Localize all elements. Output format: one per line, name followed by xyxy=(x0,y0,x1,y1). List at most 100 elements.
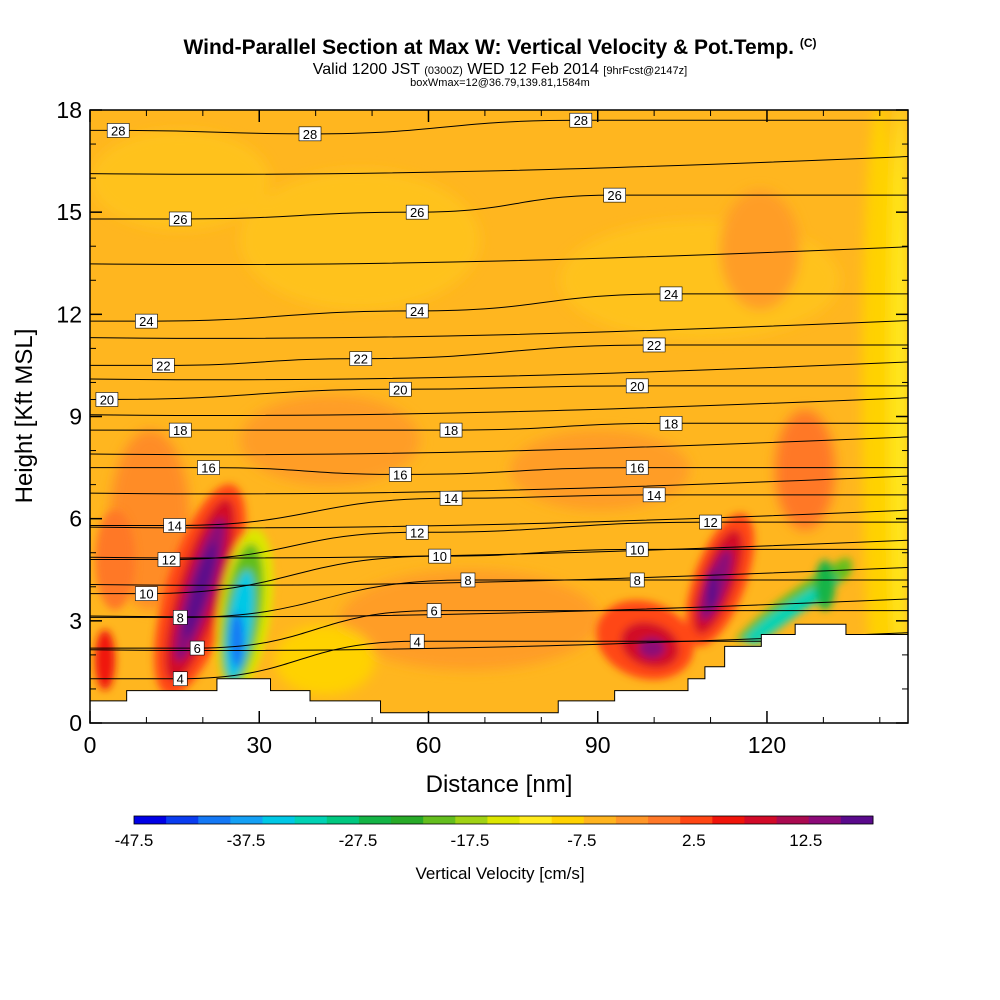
colorbar-swatch xyxy=(230,816,264,824)
contour-label: 12 xyxy=(703,515,717,530)
colorbar-swatch xyxy=(294,816,328,824)
colorbar-label: Vertical Velocity [cm/s] xyxy=(415,864,585,883)
contour-label: 16 xyxy=(201,461,215,476)
y-tick-label: 18 xyxy=(56,97,82,123)
contour-label: 16 xyxy=(393,467,407,482)
contour-label: 28 xyxy=(111,123,125,138)
theta-contour-minor xyxy=(90,246,908,266)
contour-label: 22 xyxy=(647,338,661,353)
contour-label: 14 xyxy=(647,488,661,503)
contour-label-box xyxy=(135,586,158,601)
contour-label: 4 xyxy=(414,634,421,649)
contour-label-box xyxy=(699,514,722,530)
contour-label: 6 xyxy=(431,604,438,619)
y-axis-label: Height [Kft MSL] xyxy=(11,329,38,504)
contour-label: 14 xyxy=(444,491,458,506)
y-tick-label: 12 xyxy=(56,301,82,327)
axes: 0 30 60 90 120 0 3 6 9 12 15 18 xyxy=(56,97,909,758)
contour-label: 12 xyxy=(162,553,176,568)
contour-label-box xyxy=(298,126,322,142)
colorbar-tick-label: -37.5 xyxy=(227,831,266,850)
contour-label-box xyxy=(629,572,645,588)
contour-label: 8 xyxy=(177,610,184,625)
x-tick-label: 60 xyxy=(416,732,442,758)
x-tick-label: 30 xyxy=(246,732,272,758)
contour-label: 22 xyxy=(156,358,170,373)
x-tick-label: 90 xyxy=(585,732,611,758)
contour-label: 4 xyxy=(177,672,184,687)
chart-title: Wind-Parallel Section at Max W: Vertical… xyxy=(0,36,1000,60)
contour-label-box xyxy=(428,548,452,564)
terrain-outline xyxy=(90,623,908,714)
theta-contour-16 xyxy=(90,467,908,475)
contour-label-box xyxy=(405,524,429,540)
contour-labels: 28 28 28 26 26 26 24 24 24 22 22 22 20 20 20 18 18 18 16 16… xyxy=(95,112,722,687)
contour-label-box xyxy=(439,490,463,506)
contour-label: 20 xyxy=(630,379,644,394)
y-tick-label: 9 xyxy=(69,404,82,430)
contour-label-box xyxy=(163,518,186,533)
theta-contour-4 xyxy=(90,640,908,680)
contour-label: 12 xyxy=(410,525,424,540)
colorbar-swatch xyxy=(134,816,167,824)
colorbar-swatch xyxy=(583,816,617,824)
contour-label-box xyxy=(426,603,442,618)
contour-label: 18 xyxy=(664,416,678,431)
colorbar-tick-label: -7.5 xyxy=(567,831,596,850)
y-tick-label: 6 xyxy=(69,506,82,532)
colorbar-swatch xyxy=(648,816,681,824)
chart-subtitle: Valid 1200 JST (0300Z) WED 12 Feb 2014 [… xyxy=(0,61,1000,79)
colorbar-swatch xyxy=(808,816,842,824)
potential-temperature-contours xyxy=(90,119,908,680)
contour-label-box xyxy=(659,286,683,302)
contour-label-box xyxy=(349,351,373,366)
colorbar-swatch xyxy=(551,816,585,824)
colorbar-swatch xyxy=(712,816,745,824)
contour-label-box xyxy=(659,416,683,431)
contour-label-box xyxy=(625,542,649,557)
colorbar-swatch xyxy=(358,816,392,824)
colorbar-swatch xyxy=(391,816,424,824)
contour-label: 18 xyxy=(173,423,187,438)
colorbar-swatch xyxy=(615,816,649,824)
contour-label-box xyxy=(625,378,649,394)
vertical-velocity-field xyxy=(90,110,908,723)
chart-title-text: Wind-Parallel Section at Max W: Vertical… xyxy=(183,36,794,59)
contour-label-box xyxy=(603,187,626,203)
contour-label-box xyxy=(388,381,412,397)
contour-label-box xyxy=(439,422,463,438)
colorbar-swatch xyxy=(776,816,810,824)
copyright-mark: (C) xyxy=(799,36,817,50)
contour-label: 26 xyxy=(173,212,187,227)
contour-label-box xyxy=(569,112,593,128)
contour-label: 10 xyxy=(433,549,447,564)
x-axis-label: Distance [nm] xyxy=(426,771,573,798)
theta-contour-minor xyxy=(90,566,908,586)
contour-label-box xyxy=(135,313,158,329)
colorbar: -47.5 -37.5 -27.5 -17.5 -7.5 2.5 12.5 xyxy=(115,815,874,850)
contour-label-box xyxy=(405,204,429,220)
theta-contour-minor xyxy=(90,539,908,559)
colorbar-swatch xyxy=(455,816,488,824)
colorbar-swatch xyxy=(262,816,296,824)
contour-label: 10 xyxy=(139,587,153,602)
theta-contour-minor xyxy=(90,320,908,339)
theta-contour-minor xyxy=(90,598,908,618)
theta-contour-minor xyxy=(90,397,908,417)
terrain-fill xyxy=(90,624,908,723)
y-tick-label: 15 xyxy=(56,199,82,225)
contour-label: 22 xyxy=(354,352,368,367)
contour-label: 28 xyxy=(574,113,588,128)
contour-label: 20 xyxy=(393,382,407,397)
contour-label-box xyxy=(409,633,425,649)
contour-label-box xyxy=(642,337,666,353)
valid-date: WED 12 Feb 2014 xyxy=(467,61,599,78)
colorbar-tick-label: 12.5 xyxy=(789,831,822,850)
valid-utc: (0300Z) xyxy=(424,65,463,77)
contour-label: 26 xyxy=(607,188,621,203)
colorbar-swatch xyxy=(680,816,713,824)
contour-label-box xyxy=(152,358,175,373)
contour-label-box xyxy=(189,640,205,656)
colorbar-swatch xyxy=(519,816,553,824)
theta-contour-minor xyxy=(90,156,908,175)
